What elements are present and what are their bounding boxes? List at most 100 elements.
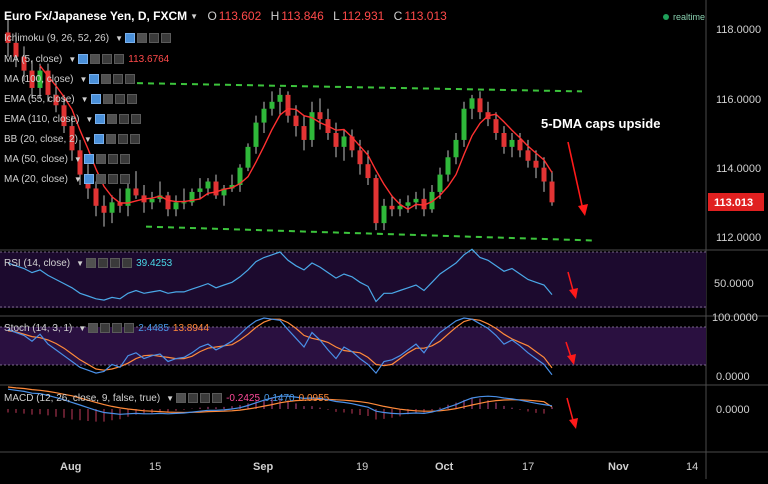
eye-icon[interactable] [124,33,135,43]
candle-body [285,94,291,116]
close-icon[interactable] [160,33,171,43]
close-icon[interactable] [119,154,130,164]
ohlc-close-label: C [393,9,403,23]
close-icon[interactable] [126,94,137,104]
settings-icon[interactable] [100,323,111,333]
chevron-down-icon[interactable]: ▼ [79,74,88,84]
indicator-row-ma100[interactable]: MA (100, close) ▼ [4,72,136,86]
ma5-line[interactable] [39,65,553,211]
indicator-row-ema55[interactable]: EMA (55, close) ▼ [4,92,137,106]
plus-icon[interactable] [112,323,123,333]
plus-icon[interactable] [107,174,118,184]
symbol-dropdown-caret[interactable]: ▼ [190,12,199,21]
plus-icon[interactable] [102,54,113,64]
close-icon[interactable] [124,323,135,333]
indicator-row-ma20[interactable]: MA (20, close) ▼ [4,172,130,186]
gear-icon[interactable] [105,134,116,144]
gear-icon[interactable] [102,94,113,104]
eye-icon[interactable] [83,154,94,164]
plus-icon[interactable] [200,393,211,403]
symbol-title[interactable]: Euro Fx/Japanese Yen, D, FXCM [4,9,188,23]
realtime-label: realtime [673,12,706,22]
plus-icon[interactable] [119,114,130,124]
close-icon[interactable] [119,174,130,184]
plus-icon[interactable] [110,258,121,268]
indicator-row-ema110[interactable]: EMA (110, close) ▼ [4,112,142,126]
gear-icon[interactable] [86,258,97,268]
gear-icon[interactable] [107,114,118,124]
candle-body [525,150,531,161]
indicator-row-ichimoku[interactable]: Ichimoku (9, 26, 52, 26) ▼ [4,31,171,45]
close-icon[interactable] [125,74,136,84]
arrow-rsi [567,271,578,299]
rsi-title[interactable]: RSI (14, close) [4,257,71,269]
gear-icon[interactable] [88,323,99,333]
eye-icon[interactable] [90,94,101,104]
gear-icon[interactable] [136,33,147,43]
chart-header: Euro Fx/Japanese Yen, D, FXCM ▼ O 113.602 … [4,9,447,24]
indicator-row-ma50[interactable]: MA (50, close) ▼ [4,152,130,166]
plus-icon[interactable] [148,33,159,43]
candle-body [53,94,59,106]
channel-lines[interactable] [114,81,593,242]
gear-icon[interactable] [90,54,101,64]
realtime-dot-icon [663,14,669,20]
indicator-row-ma5[interactable]: MA (5, close) ▼ 113.6764 [4,52,169,66]
eye-icon[interactable] [89,74,100,84]
macd-title[interactable]: MACD (12, 26, close, 9, false, true) [4,392,161,404]
candles-group[interactable] [5,18,555,231]
rsi-legend[interactable]: RSI (14, close) ▼ 39.4253 [4,256,172,270]
close-icon[interactable] [129,134,140,144]
candle-body [301,126,307,140]
chevron-down-icon[interactable]: ▼ [76,258,85,268]
eye-icon[interactable] [95,114,106,124]
chevron-down-icon[interactable]: ▼ [73,174,82,184]
plus-icon[interactable] [107,154,118,164]
plus-icon[interactable] [114,94,125,104]
chevron-down-icon[interactable]: ▼ [85,114,94,124]
settings-icon[interactable] [98,258,109,268]
indicator-name[interactable]: MA (20, close) [4,173,68,185]
close-icon[interactable] [131,114,142,124]
macd-legend[interactable]: MACD (12, 26, close, 9, false, true) ▼ -0… [4,391,329,405]
eye-icon[interactable] [93,134,104,144]
indicator-name[interactable]: MA (5, close) [4,53,63,65]
price-label-112: 112.0000 [716,232,761,244]
indicator-name[interactable]: MA (100, close) [4,73,74,85]
candle-body [29,70,35,88]
indicator-name[interactable]: EMA (110, close) [4,113,80,125]
chevron-down-icon[interactable]: ▼ [68,54,77,64]
close-icon[interactable] [212,393,223,403]
settings-icon[interactable] [188,393,199,403]
eye-icon[interactable] [78,54,89,64]
stoch-legend[interactable]: Stoch (14, 3, 1) ▼ 2.4485 13.8944 [4,321,209,335]
plus-icon[interactable] [117,134,128,144]
plus-icon[interactable] [113,74,124,84]
stoch-group[interactable] [7,317,553,376]
gear-icon[interactable] [101,74,112,84]
indicator-name[interactable]: EMA (55, close) [4,93,75,105]
indicator-name[interactable]: BB (20, close, 2) [4,133,78,145]
candle-body [133,188,139,196]
gear-icon[interactable] [95,154,106,164]
rsi-axis-label-50: 50.0000 [714,278,754,290]
chevron-down-icon[interactable]: ▼ [166,393,175,403]
close-icon[interactable] [122,258,133,268]
close-icon[interactable] [114,54,125,64]
gear-icon[interactable] [95,174,106,184]
macd-group[interactable] [7,386,553,422]
eye-icon[interactable] [83,174,94,184]
chevron-down-icon[interactable]: ▼ [115,33,123,43]
indicator-row-bb20[interactable]: BB (20, close, 2) ▼ [4,132,140,146]
stoch-title[interactable]: Stoch (14, 3, 1) [4,322,73,334]
indicator-name[interactable]: MA (50, close) [4,153,68,165]
chevron-down-icon[interactable]: ▼ [78,323,87,333]
chevron-down-icon[interactable]: ▼ [80,94,89,104]
rsi-group[interactable] [7,248,553,303]
chevron-down-icon[interactable]: ▼ [83,134,92,144]
gear-icon[interactable] [176,393,187,403]
indicator-name[interactable]: Ichimoku (9, 26, 52, 26) [4,32,110,44]
chevron-down-icon[interactable]: ▼ [73,154,82,164]
